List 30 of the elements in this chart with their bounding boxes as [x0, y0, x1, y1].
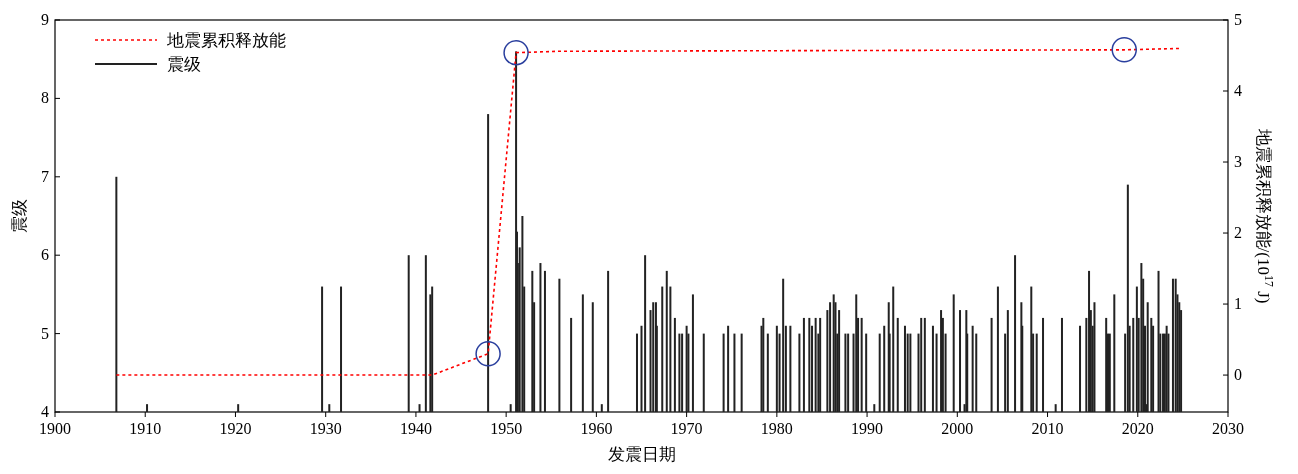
y-axis-title: 震级 — [10, 199, 29, 233]
y-tick-label: 9 — [41, 11, 49, 28]
y2-tick-label: 2 — [1234, 224, 1242, 242]
y2-tick-label: 5 — [1234, 11, 1242, 28]
y2-tick-label: 0 — [1234, 366, 1242, 384]
x-tick-label: 2010 — [1031, 420, 1064, 437]
y-tick-label: 8 — [41, 89, 49, 107]
x-axis-title: 发震日期 — [607, 445, 676, 464]
y-tick-label: 5 — [41, 324, 49, 342]
x-tick-label: 1950 — [490, 420, 523, 437]
x-tick-label: 2030 — [1212, 420, 1244, 437]
x-tick-label: 1940 — [399, 420, 432, 437]
x-tick-label: 1960 — [580, 420, 613, 437]
x-tick-label: 1900 — [39, 420, 71, 437]
y-tick-label: 4 — [41, 403, 49, 420]
y2-tick-label: 3 — [1234, 153, 1242, 171]
x-tick-label: 1970 — [670, 420, 703, 437]
legend-label: 地震累积释放能 — [166, 31, 286, 50]
x-tick-label: 1980 — [760, 420, 793, 437]
x-tick-label: 1990 — [851, 420, 884, 437]
x-tick-label: 1920 — [219, 420, 252, 437]
x-tick-label: 2000 — [941, 420, 974, 437]
x-tick-label: 1930 — [309, 420, 342, 437]
y-tick-label: 7 — [41, 167, 49, 185]
y2-tick-label: 4 — [1234, 82, 1242, 100]
x-tick-label: 2020 — [1121, 420, 1154, 437]
legend-label: 震级 — [167, 55, 201, 74]
y-tick-label: 6 — [41, 246, 49, 264]
x-tick-label: 1910 — [129, 420, 162, 437]
y2-tick-label: 1 — [1234, 295, 1242, 313]
